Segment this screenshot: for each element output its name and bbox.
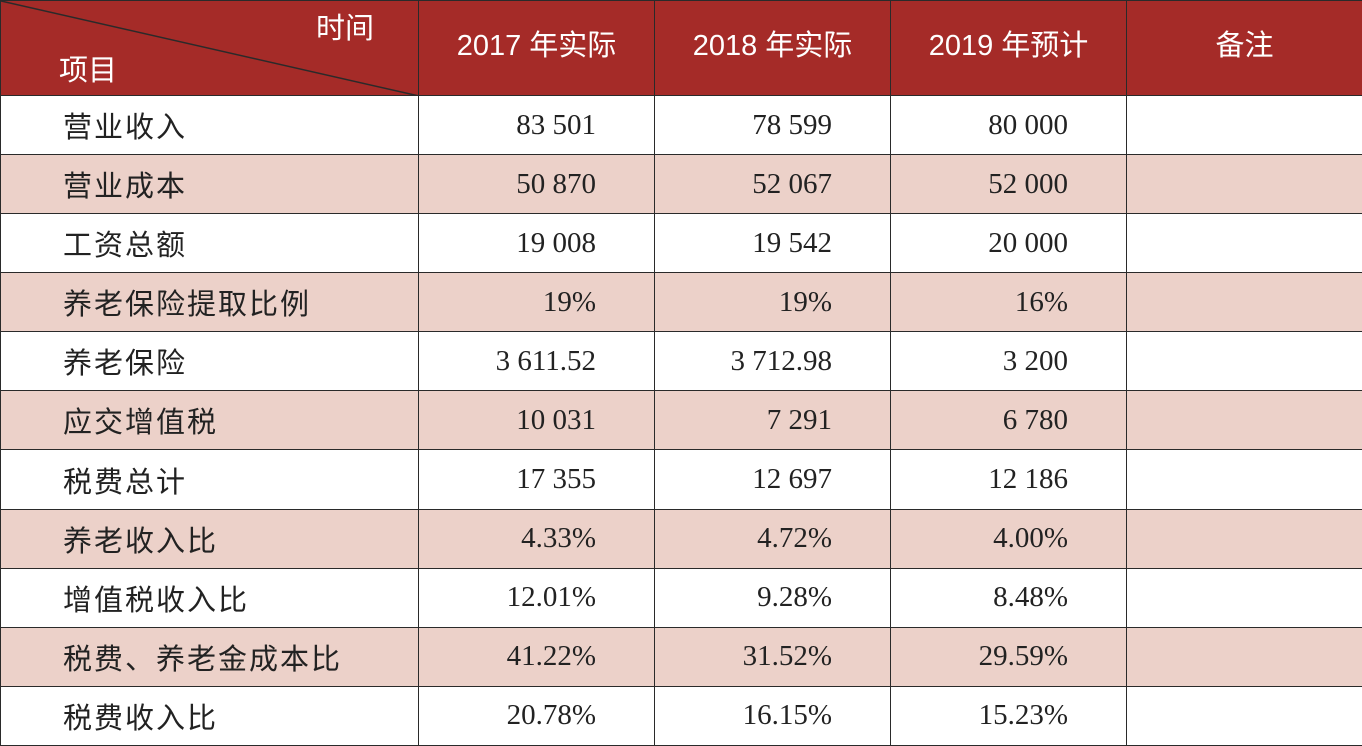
table-row: 营业成本 50 870 52 067 52 000 bbox=[0, 154, 1362, 215]
row-item-label: 营业收入 bbox=[0, 94, 419, 156]
table-row: 税费总计 17 355 12 697 12 186 bbox=[0, 449, 1362, 510]
value-2018-cell: 7 291 bbox=[654, 390, 891, 451]
row-item-label: 税费收入比 bbox=[0, 685, 419, 746]
table-row: 税费收入比 20.78% 16.15% 15.23% bbox=[0, 685, 1362, 746]
table-row: 应交增值税 10 031 7 291 6 780 bbox=[0, 390, 1362, 451]
table-row: 养老收入比 4.33% 4.72% 4.00% bbox=[0, 508, 1362, 569]
value-2019-cell: 20 000 bbox=[890, 213, 1127, 274]
row-item-label: 税费总计 bbox=[0, 449, 419, 510]
value-2019-cell: 15.23% bbox=[890, 685, 1127, 746]
column-header-2017: 2017 年实际 bbox=[418, 0, 655, 96]
value-2017-cell: 10 031 bbox=[418, 390, 655, 451]
table-body: 营业收入 83 501 78 599 80 000 营业成本 50 870 52 067 52… bbox=[0, 94, 1362, 746]
value-2019-cell: 52 000 bbox=[890, 154, 1127, 215]
table-row: 税费、养老金成本比 41.22% 31.52% 29.59% bbox=[0, 626, 1362, 687]
value-2018-cell: 3 712.98 bbox=[654, 331, 891, 392]
value-2019-cell: 4.00% bbox=[890, 508, 1127, 569]
row-item-label: 养老保险提取比例 bbox=[0, 272, 419, 333]
diagonal-divider bbox=[1, 1, 416, 95]
value-2018-cell: 9.28% bbox=[654, 567, 891, 628]
table-row: 养老保险 3 611.52 3 712.98 3 200 bbox=[0, 331, 1362, 392]
value-2018-cell: 19% bbox=[654, 272, 891, 333]
note-cell bbox=[1126, 94, 1362, 156]
value-2018-cell: 78 599 bbox=[654, 94, 891, 156]
value-2017-cell: 12.01% bbox=[418, 567, 655, 628]
column-header-notes: 备注 bbox=[1126, 0, 1362, 96]
header-row: 时间 项目 2017 年实际 2018 年实际 2019 年预计 备注 bbox=[0, 0, 1362, 96]
value-2017-cell: 4.33% bbox=[418, 508, 655, 569]
value-2018-cell: 31.52% bbox=[654, 626, 891, 687]
value-2017-cell: 83 501 bbox=[418, 94, 655, 156]
corner-label-item: 项目 bbox=[59, 53, 118, 87]
corner-label-time: 时间 bbox=[315, 11, 374, 45]
value-2019-cell: 29.59% bbox=[890, 626, 1127, 687]
note-cell bbox=[1126, 508, 1362, 569]
table-row: 增值税收入比 12.01% 9.28% 8.48% bbox=[0, 567, 1362, 628]
value-2017-cell: 3 611.52 bbox=[418, 331, 655, 392]
row-item-label: 营业成本 bbox=[0, 154, 419, 215]
value-2018-cell: 16.15% bbox=[654, 685, 891, 746]
value-2017-cell: 50 870 bbox=[418, 154, 655, 215]
row-item-label: 税费、养老金成本比 bbox=[0, 626, 419, 687]
value-2018-cell: 12 697 bbox=[654, 449, 891, 510]
value-2017-cell: 20.78% bbox=[418, 685, 655, 746]
value-2019-cell: 16% bbox=[890, 272, 1127, 333]
value-2019-cell: 3 200 bbox=[890, 331, 1127, 392]
note-cell bbox=[1126, 449, 1362, 510]
value-2017-cell: 19% bbox=[418, 272, 655, 333]
note-cell bbox=[1126, 626, 1362, 687]
table-row: 营业收入 83 501 78 599 80 000 bbox=[0, 94, 1362, 156]
column-header-2019: 2019 年预计 bbox=[890, 0, 1127, 96]
value-2017-cell: 19 008 bbox=[418, 213, 655, 274]
note-cell bbox=[1126, 272, 1362, 333]
row-item-label: 养老收入比 bbox=[0, 508, 419, 569]
value-2019-cell: 8.48% bbox=[890, 567, 1127, 628]
note-cell bbox=[1126, 213, 1362, 274]
value-2018-cell: 19 542 bbox=[654, 213, 891, 274]
value-2017-cell: 41.22% bbox=[418, 626, 655, 687]
value-2019-cell: 12 186 bbox=[890, 449, 1127, 510]
value-2018-cell: 52 067 bbox=[654, 154, 891, 215]
value-2019-cell: 6 780 bbox=[890, 390, 1127, 451]
table-row: 工资总额 19 008 19 542 20 000 bbox=[0, 213, 1362, 274]
row-item-label: 增值税收入比 bbox=[0, 567, 419, 628]
note-cell bbox=[1126, 154, 1362, 215]
note-cell bbox=[1126, 390, 1362, 451]
value-2017-cell: 17 355 bbox=[418, 449, 655, 510]
note-cell bbox=[1126, 685, 1362, 746]
column-header-2018: 2018 年实际 bbox=[654, 0, 891, 96]
corner-header-cell: 时间 项目 bbox=[0, 0, 419, 96]
note-cell bbox=[1126, 567, 1362, 628]
row-item-label: 养老保险 bbox=[0, 331, 419, 392]
value-2019-cell: 80 000 bbox=[890, 94, 1127, 156]
row-item-label: 应交增值税 bbox=[0, 390, 419, 451]
row-item-label: 工资总额 bbox=[0, 213, 419, 274]
value-2018-cell: 4.72% bbox=[654, 508, 891, 569]
note-cell bbox=[1126, 331, 1362, 392]
table-row: 养老保险提取比例 19% 19% 16% bbox=[0, 272, 1362, 333]
table-header: 时间 项目 2017 年实际 2018 年实际 2019 年预计 备注 bbox=[0, 0, 1362, 96]
